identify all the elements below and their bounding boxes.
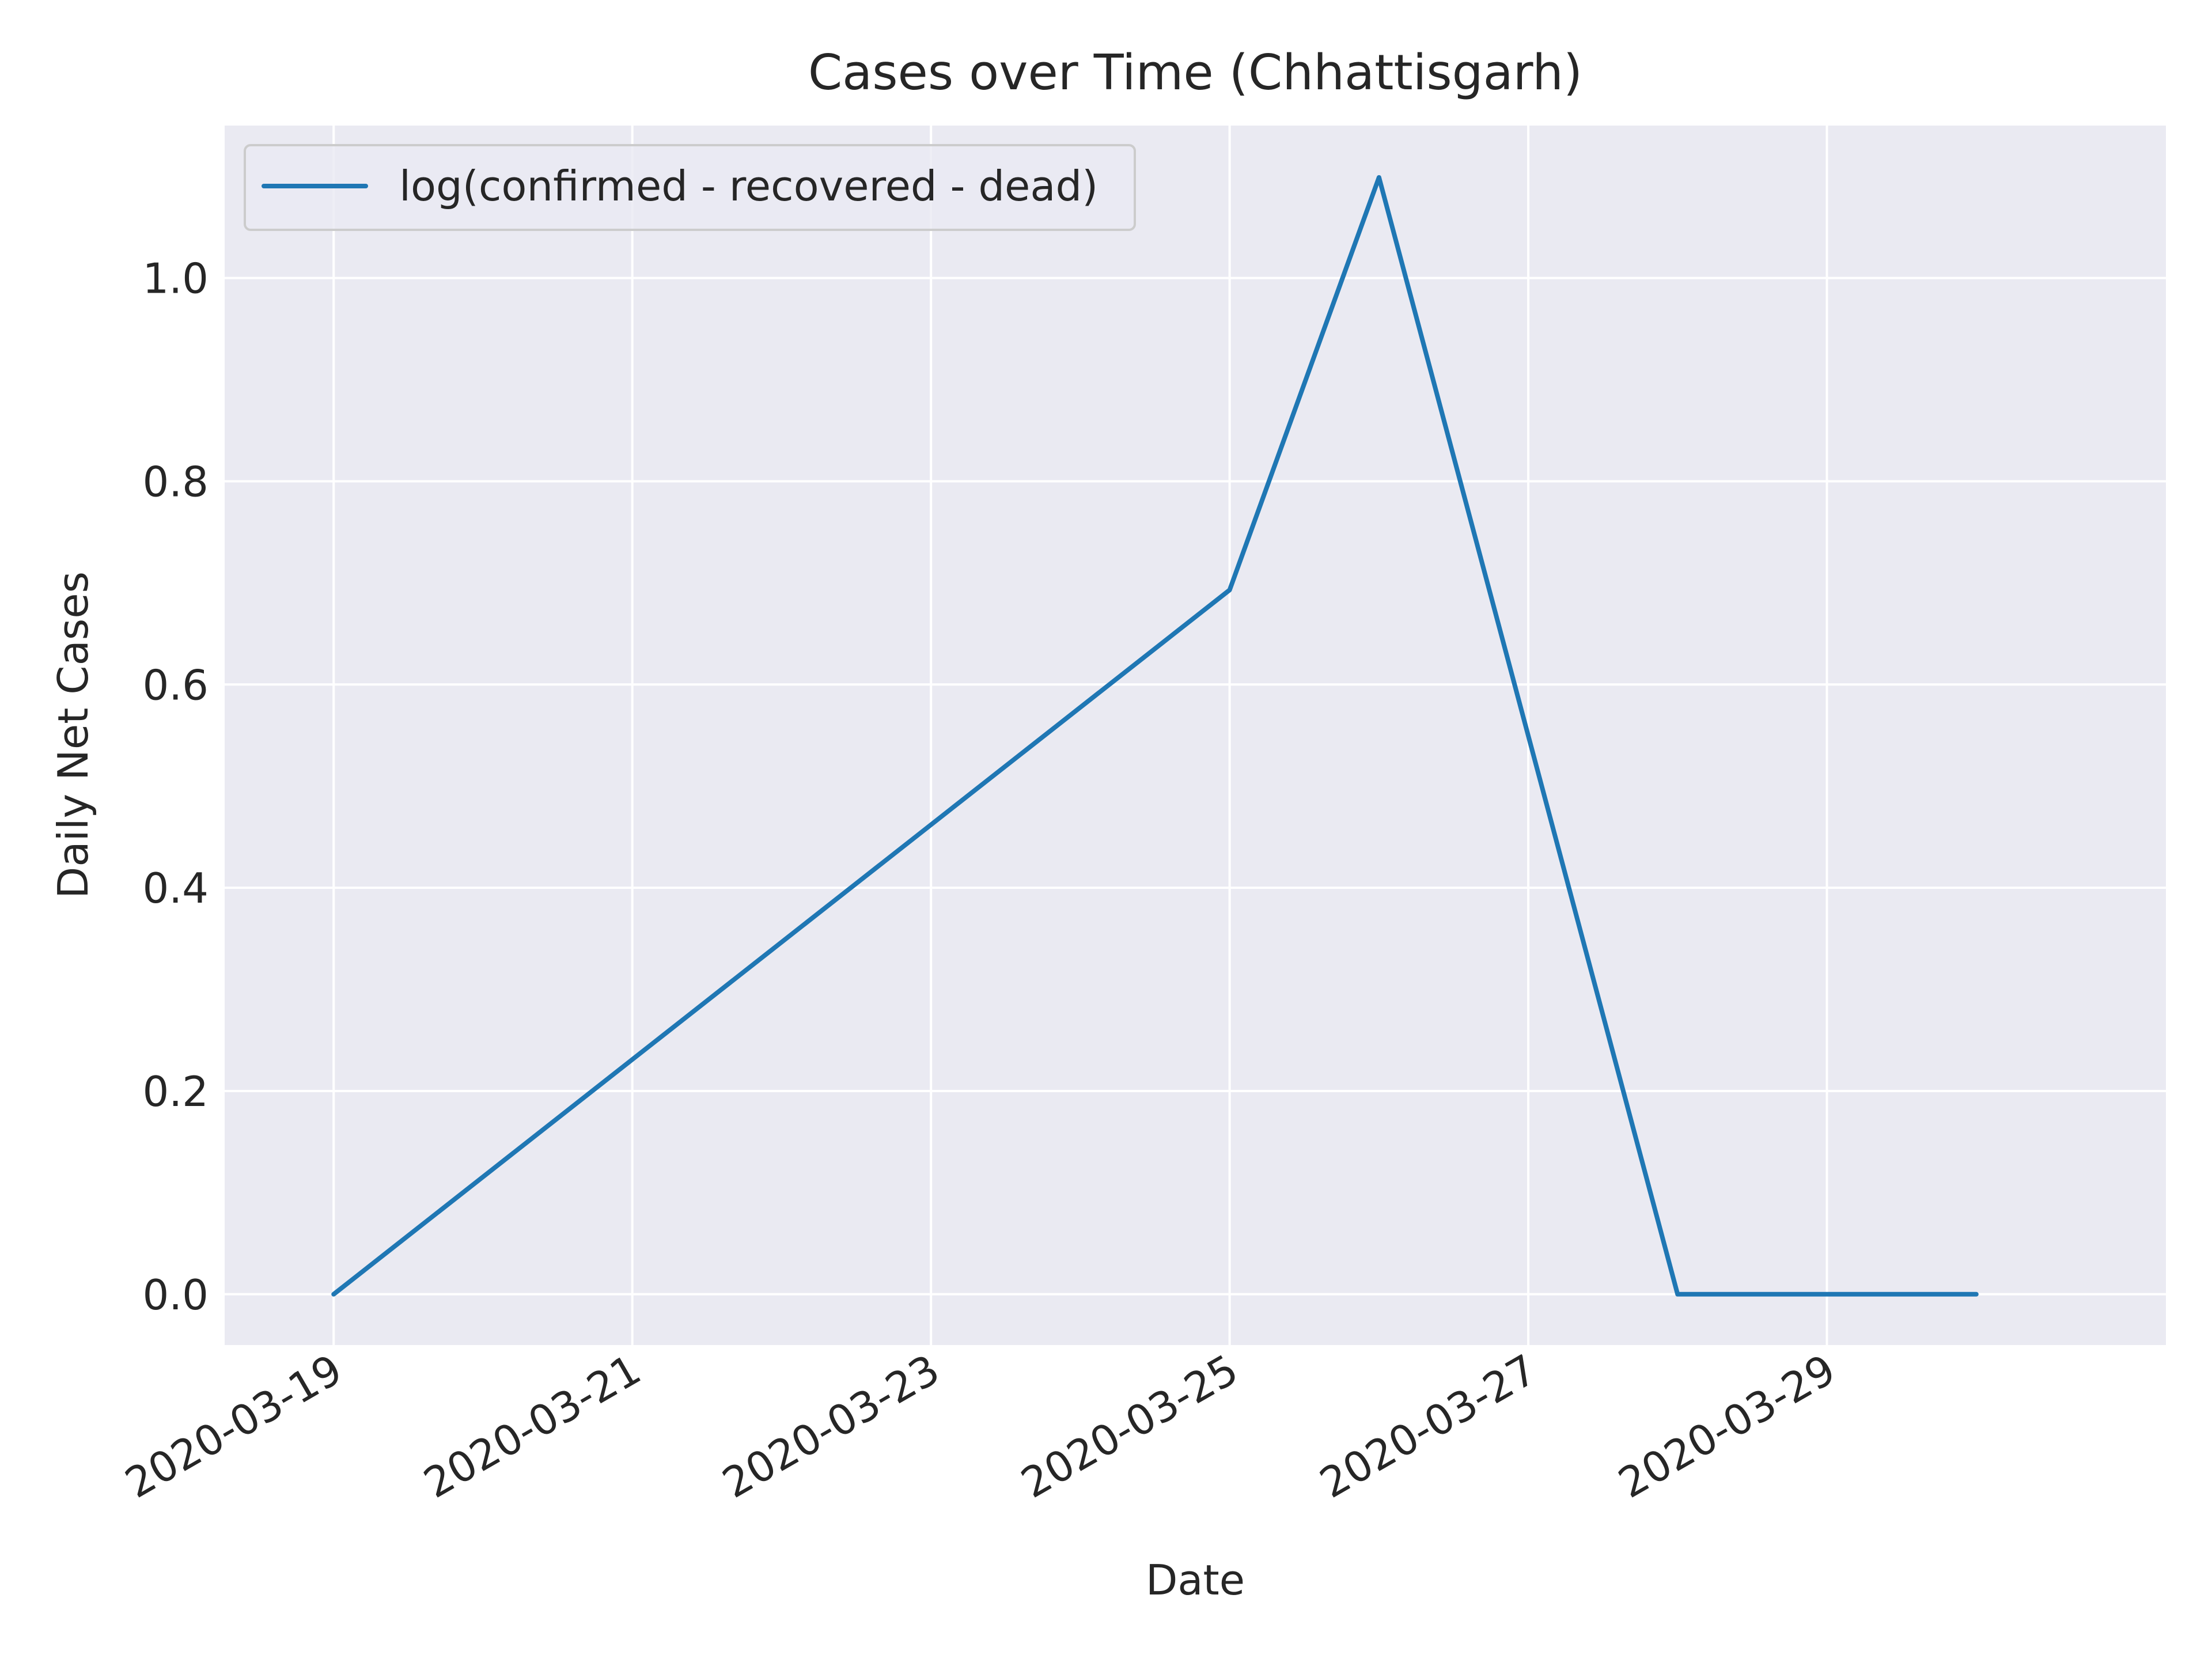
x-axis-ticks: 2020-03-19 2020-03-21 2020-03-23 2020-03-25… xyxy=(117,1345,1843,1508)
x-tick-label: 2020-03-27 xyxy=(1312,1345,1544,1508)
series-layer xyxy=(331,175,1979,1297)
grid-lines xyxy=(225,126,2166,1345)
y-tick-label: 0.0 xyxy=(142,1271,209,1319)
legend: log(confirmed - recovered - dead) xyxy=(244,144,1136,231)
legend-label: log(confirmed - recovered - dead) xyxy=(399,162,1098,210)
y-tick-label: 0.2 xyxy=(142,1067,209,1116)
plot-area xyxy=(225,126,2166,1345)
chart-title: Cases over Time (Chhattisgarh) xyxy=(808,44,1582,101)
y-tick-label: 0.4 xyxy=(142,864,209,912)
x-tick-label: 2020-03-21 xyxy=(416,1345,649,1508)
y-tick-label: 0.8 xyxy=(142,457,209,506)
y-axis-ticks: 0.0 0.2 0.4 0.6 0.8 1.0 xyxy=(142,255,209,1319)
y-axis-label: Daily Net Cases xyxy=(49,571,97,899)
x-tick-label: 2020-03-19 xyxy=(117,1345,350,1508)
series-line xyxy=(331,175,1979,1297)
y-tick-label: 1.0 xyxy=(142,255,209,303)
x-tick-label: 2020-03-29 xyxy=(1611,1345,1843,1508)
x-tick-label: 2020-03-23 xyxy=(714,1345,947,1508)
legend-box xyxy=(244,144,1136,231)
x-tick-label: 2020-03-25 xyxy=(1013,1345,1246,1508)
y-tick-label: 0.6 xyxy=(142,661,209,709)
x-axis-label: Date xyxy=(1146,1556,1245,1604)
